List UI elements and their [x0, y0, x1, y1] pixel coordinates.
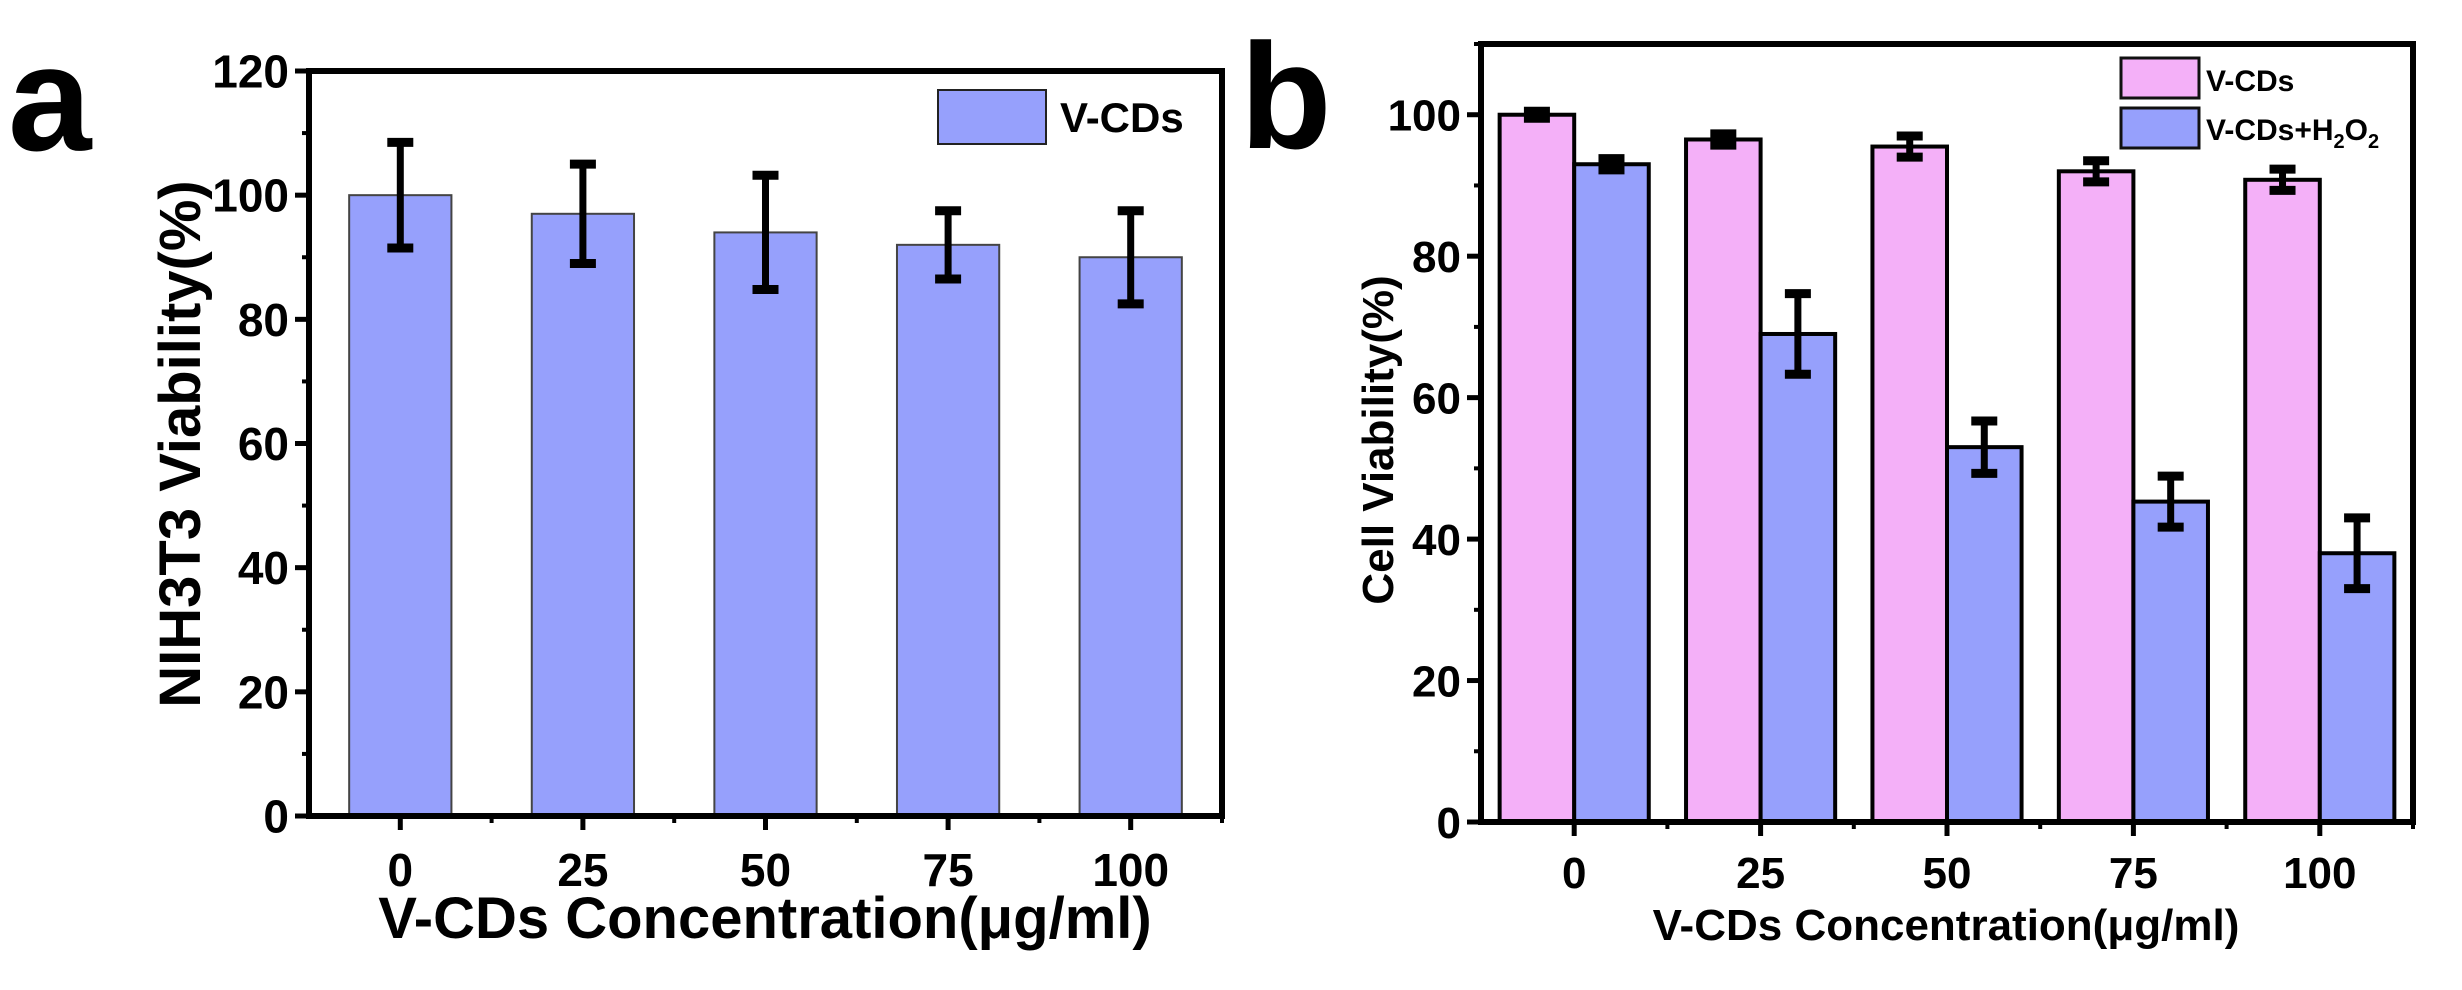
bar-a-s0-100	[1078, 256, 1183, 817]
y-tick-label: 60	[238, 418, 289, 470]
legend-label-a-vcds: V-CDs	[1060, 94, 1184, 141]
y-tick-label: 20	[238, 666, 289, 718]
y-tick-label: 40	[238, 542, 289, 594]
y-axis-title-a: NIH3T3 Viability(%)	[148, 180, 213, 708]
bar-b-s1-100	[2317, 551, 2397, 825]
bar-b-s0-75	[2056, 169, 2136, 825]
bar-a-s0-50	[713, 231, 818, 817]
legend-main: V-CDs+H	[2206, 114, 2334, 147]
legend-b: V-CDs V-CDs+H2O2	[2119, 56, 2379, 153]
legend-label-b-vcds-h2o2: V-CDs+H2O2	[2206, 114, 2379, 153]
legend-swatch-b-vcds	[2119, 56, 2201, 100]
legend-mid: O	[2345, 114, 2368, 147]
x-axis-title-b: V-CDs Concentration(μg/ml)	[1653, 901, 2240, 950]
legend-sub: 2	[2334, 131, 2345, 153]
bar-b-s0-100	[2243, 177, 2322, 824]
x-tick-label: 50	[740, 844, 791, 896]
bar-b-s0-50	[1870, 144, 1949, 824]
y-tick-label: 80	[238, 294, 289, 346]
y-tick-label: 100	[1388, 92, 1461, 141]
x-axis-title-a: V-CDs Concentration(μg/ml)	[378, 886, 1151, 951]
x-tick-label: 75	[2109, 849, 2158, 898]
bar-b-s1-25	[1758, 331, 1838, 824]
legend-label-b-vcds: V-CDs	[2206, 65, 2294, 98]
x-tick-label: 25	[557, 844, 608, 896]
bar-a-s0-75	[895, 243, 1001, 818]
y-tick-label: 0	[263, 791, 289, 843]
x-tick-label: 50	[1923, 849, 1972, 898]
panel-b: b Cell Viability(%) V-CDs Concentration(…	[1240, 12, 2416, 950]
bar-a-s0-25	[530, 212, 636, 817]
x-tick-label: 100	[1092, 844, 1169, 896]
legend-swatch-a-vcds	[937, 89, 1047, 145]
x-tick-label: 100	[2283, 849, 2356, 898]
panel-label-b: b	[1240, 12, 1332, 180]
bar-b-s0-0	[1497, 112, 1577, 824]
y-tick-label: 80	[1412, 233, 1461, 282]
legend-a: V-CDs	[937, 89, 1184, 145]
y-tick-label: 0	[1437, 799, 1461, 848]
panel-a: a NIH3T3 Viability(%) V-CDs Concentratio…	[8, 14, 1225, 951]
legend-sub: 2	[2368, 131, 2379, 153]
x-tick-label: 0	[1562, 849, 1586, 898]
x-tick-label: 25	[1736, 849, 1785, 898]
bar-b-s1-50	[1945, 445, 2024, 824]
y-tick-label: 100	[212, 170, 289, 222]
y-tick-label: 40	[1412, 516, 1461, 565]
y-axis-title-b: Cell Viability(%)	[1354, 275, 1403, 604]
x-tick-label: 0	[388, 844, 414, 896]
panel-label-a: a	[8, 14, 93, 182]
legend-swatch-b-vcds-h2o2	[2119, 106, 2201, 150]
x-tick-label: 75	[923, 844, 974, 896]
y-tick-label: 20	[1412, 657, 1461, 706]
bar-b-s1-75	[2131, 499, 2210, 824]
y-tick-label: 120	[212, 46, 289, 98]
bar-b-s0-25	[1684, 137, 1763, 824]
bar-b-s1-0	[1572, 162, 1651, 824]
bar-a-s0-0	[348, 194, 453, 817]
y-tick-label: 60	[1412, 374, 1461, 423]
